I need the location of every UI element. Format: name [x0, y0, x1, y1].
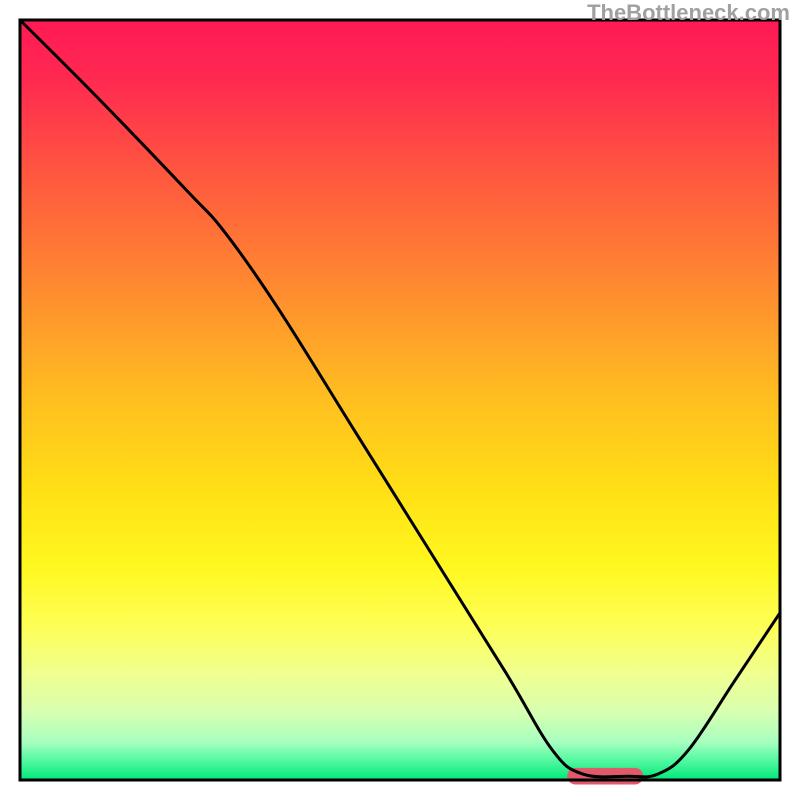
- watermark-text: TheBottleneck.com: [587, 0, 790, 26]
- chart-svg: [0, 0, 800, 800]
- chart-stage: TheBottleneck.com: [0, 0, 800, 800]
